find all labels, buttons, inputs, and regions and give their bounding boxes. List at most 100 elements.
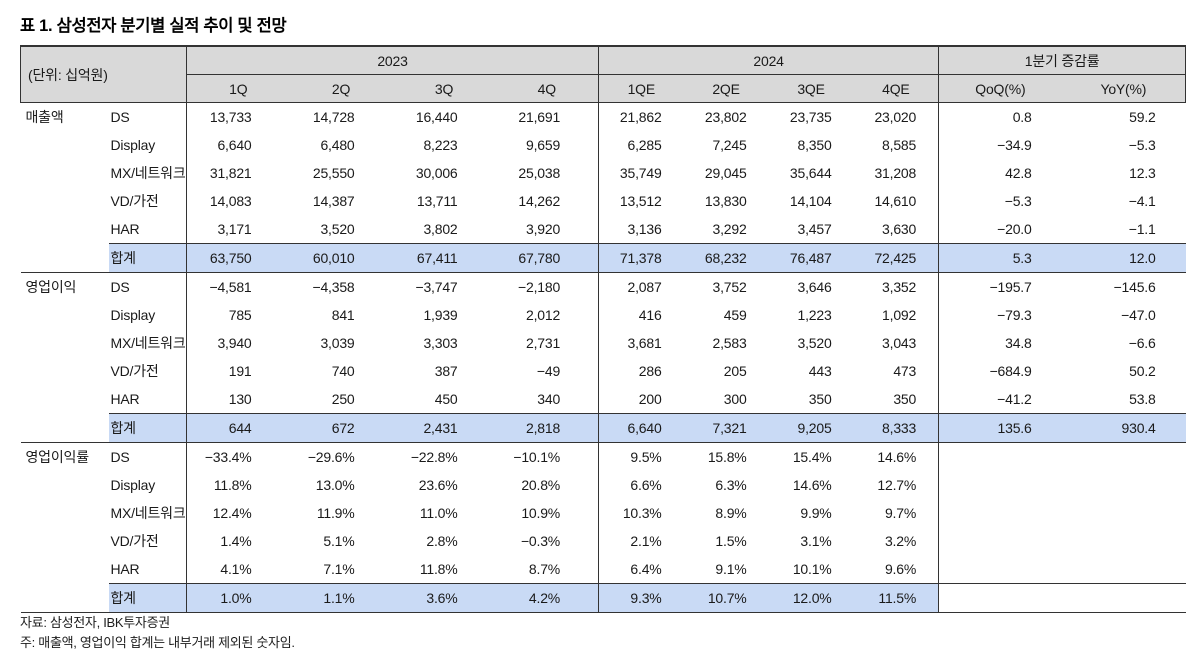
- value-cell: 12.0: [1061, 243, 1186, 273]
- value-cell: 23,802: [704, 109, 747, 125]
- value-cell: 31,821: [186, 159, 290, 187]
- value-cell: 6,640: [598, 413, 684, 443]
- value-cell: 740: [331, 363, 355, 379]
- value-cell: 11.5%: [853, 583, 939, 613]
- value-cell: 15.8%: [707, 449, 747, 465]
- value-cell: 14,104: [789, 193, 832, 209]
- value-cell: 23,020: [874, 109, 917, 125]
- table-row: Display 11.8% 13.0% 23.6% 20.8% 6.6% 6.3% 14.6%…: [21, 471, 1186, 499]
- value-cell: 23.6%: [418, 477, 458, 493]
- value-cell: 785: [186, 301, 290, 329]
- value-cell: 473: [893, 363, 917, 379]
- value-cell: −34.9: [938, 131, 1062, 159]
- value-cell: 10.7%: [683, 583, 769, 613]
- section-label: [21, 329, 109, 357]
- value-cell: 340: [537, 391, 561, 407]
- col-yoy: YoY(%): [1061, 74, 1187, 103]
- table-row: 매출액 DS 13,733 14,728 16,440 21,691 21,862 23,80…: [21, 102, 1186, 131]
- value-cell: 31,208: [874, 165, 917, 181]
- value-cell: 2,818: [495, 413, 599, 443]
- row-label: VD/가전: [110, 533, 159, 549]
- report-page: 표 1. 삼성전자 분기별 실적 추이 및 전망 (단위: 십억원) 2023 …: [20, 8, 1187, 653]
- unit-label: (단위: 십억원): [20, 45, 187, 103]
- value-cell: 35,749: [598, 159, 684, 187]
- value-cell: 3,136: [598, 215, 684, 244]
- value-cell: 9,659: [526, 137, 561, 153]
- value-cell: 13,711: [416, 193, 458, 209]
- value-cell: 13,733: [186, 102, 290, 131]
- value-cell: 3,043: [882, 335, 917, 351]
- value-cell: 350: [893, 391, 917, 407]
- section-label: [21, 555, 109, 584]
- col-4qe: 4QE: [853, 74, 939, 103]
- value-cell: 59.2: [1129, 109, 1156, 125]
- row-label: DS: [110, 109, 130, 125]
- value-cell: −6.6: [1128, 335, 1156, 351]
- table-row: VD/가전 191 740 387 −49 286 205 443 473 −684.9 50.2: [21, 357, 1186, 385]
- value-cell: 191: [186, 357, 290, 385]
- value-cell: 130: [186, 385, 290, 414]
- section-label: [21, 131, 109, 159]
- section-label: 매출액: [25, 109, 64, 125]
- row-label: DS: [110, 279, 130, 295]
- value-cell: 25,038: [518, 165, 561, 181]
- table-row: MX/네트워크 31,821 25,550 30,006 25,038 35,749 29,…: [21, 159, 1186, 187]
- value-cell: 60,010: [289, 243, 393, 273]
- value-cell: 9.1%: [715, 561, 747, 577]
- value-cell: 450: [434, 391, 458, 407]
- value-cell: 71,378: [598, 243, 684, 273]
- footnote-source: 자료: 삼성전자, IBK투자증권: [20, 615, 170, 630]
- section-label: [21, 385, 109, 414]
- value-cell: 42.8: [938, 159, 1062, 187]
- value-cell: 2,731: [526, 335, 561, 351]
- row-label: Display: [110, 137, 156, 153]
- value-cell: 3,171: [186, 215, 290, 244]
- value-cell: 5.3: [938, 243, 1062, 273]
- table-row: 영업이익률 DS −33.4% −29.6% −22.8% −10.1% 9.5% 15.8%…: [21, 442, 1186, 471]
- value-cell: 4.1%: [186, 555, 290, 584]
- value-cell: 1,939: [423, 307, 458, 323]
- row-label: HAR: [110, 391, 140, 407]
- col-2qe: 2QE: [683, 74, 769, 103]
- value-cell: 9.9%: [800, 505, 832, 521]
- table-title: 표 1. 삼성전자 분기별 실적 추이 및 전망: [20, 17, 287, 35]
- col-qoq: QoQ(%): [938, 74, 1062, 103]
- section-label: [20, 413, 109, 443]
- total-row: 합계 1.0% 1.1% 3.6% 4.2% 9.3% 10.7% 12.0% 11.5%: [20, 583, 1186, 613]
- value-cell: 1.1%: [289, 583, 393, 613]
- table-row: HAR 3,171 3,520 3,802 3,920 3,136 3,292 3,457 3,…: [21, 215, 1186, 244]
- value-cell: 387: [434, 363, 458, 379]
- value-cell: 672: [289, 413, 393, 443]
- value-cell: 8,223: [423, 137, 458, 153]
- value-cell: −49: [536, 363, 561, 379]
- value-cell: 1.4%: [186, 527, 290, 555]
- total-row: 합계 644 672 2,431 2,818 6,640 7,321 9,205 8,333 13…: [20, 413, 1186, 443]
- value-cell: −47.0: [1121, 307, 1156, 323]
- value-cell: [938, 442, 1062, 471]
- value-cell: 14,262: [518, 193, 561, 209]
- value-cell: −22.8%: [410, 449, 458, 465]
- value-cell: 6.6%: [598, 471, 684, 499]
- value-cell: −4,581: [186, 272, 290, 301]
- change-rate-group: 1분기 증감률: [938, 45, 1187, 75]
- section-label: [21, 159, 109, 187]
- value-cell: −195.7: [938, 272, 1062, 301]
- value-cell: 63,750: [186, 243, 290, 273]
- value-cell: [1061, 583, 1186, 613]
- value-cell: 11.0%: [419, 505, 458, 521]
- section-label: [21, 301, 109, 329]
- section-label: [20, 583, 109, 613]
- value-cell: 459: [723, 307, 747, 323]
- value-cell: 30,006: [415, 165, 458, 181]
- value-cell: 53.8: [1129, 391, 1156, 407]
- value-cell: 23,735: [789, 109, 832, 125]
- value-cell: 72,425: [853, 243, 939, 273]
- value-cell: 3,520: [797, 335, 832, 351]
- value-cell: [938, 471, 1062, 499]
- col-4q: 4Q: [495, 74, 599, 103]
- value-cell: 14.6%: [792, 477, 832, 493]
- value-cell: 3,292: [712, 221, 747, 237]
- value-cell: −2,180: [518, 279, 561, 295]
- value-cell: −4.1: [1128, 193, 1156, 209]
- table-row: Display 6,640 6,480 8,223 9,659 6,285 7,245 8,3…: [21, 131, 1186, 159]
